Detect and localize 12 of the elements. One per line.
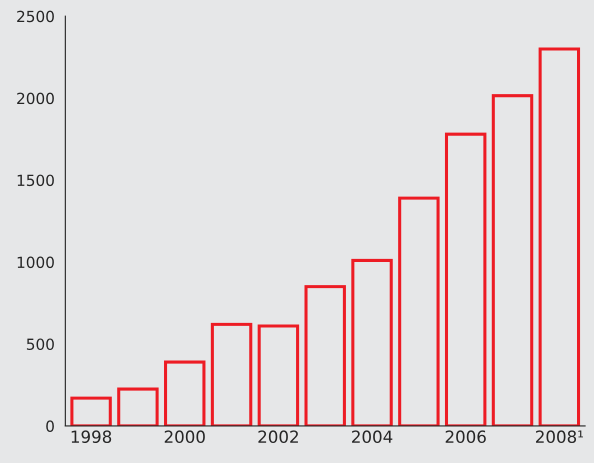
y-tick-label: 1500 [18,174,54,186]
y-tick-label: 500 [26,338,54,350]
y-tick-label: 0 [46,420,54,432]
y-tick-label: 2500 [17,10,54,22]
x-tick-label: 2004 [352,430,392,444]
x-tick-label: 2002 [258,430,298,444]
x-tick-label: 2006 [446,430,486,444]
x-tick-label: 1998 [72,430,112,444]
x-tick-label: 2008¹ [536,430,583,444]
y-tick-label: 2000 [17,92,54,104]
y-tick-label: 1000 [18,256,54,268]
x-tick-label: 2000 [164,430,205,444]
